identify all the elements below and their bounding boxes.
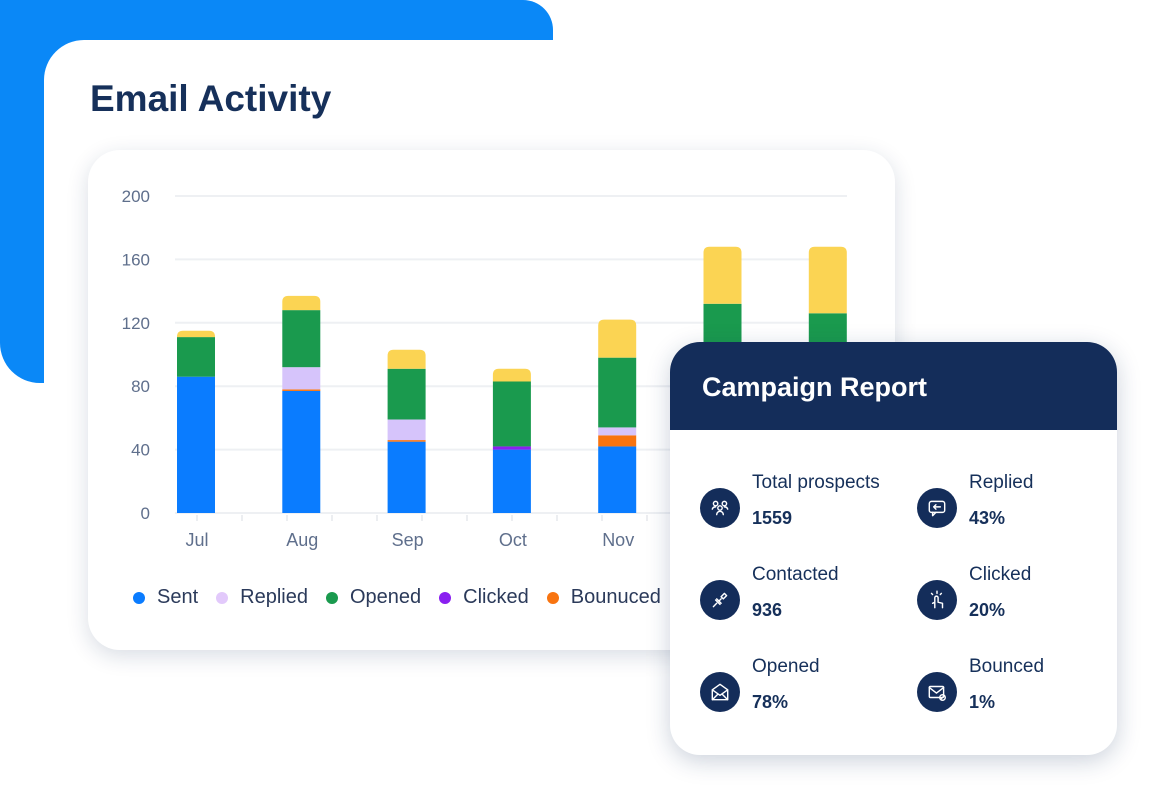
stat-value: 43% — [969, 508, 1006, 528]
stat-clicked: Clicked 20% — [917, 564, 1031, 621]
users-icon — [700, 488, 740, 528]
stat-label: Clicked — [969, 564, 1032, 585]
envelope-blocked-icon — [917, 672, 957, 712]
bar-segment-clicked — [492, 446, 531, 450]
stat-bounced: Bounced 1% — [917, 656, 1044, 713]
stat-value: 20% — [969, 600, 1006, 620]
x-tick-label: Oct — [499, 530, 527, 550]
y-tick-label: 120 — [122, 314, 150, 333]
bar-segment-opened — [387, 368, 426, 420]
pointer-hand-icon — [917, 580, 957, 620]
bar-segment-top — [177, 330, 215, 338]
stat-value: 1% — [969, 692, 996, 712]
y-tick-label: 0 — [141, 504, 150, 523]
bar-segment-opened — [598, 357, 637, 428]
bar-segment-bounuced — [282, 389, 321, 391]
chart-legend: Sent Replied Opened Clicked Bounuced — [133, 586, 661, 609]
legend-clicked: Clicked — [439, 586, 529, 609]
bar-segment-top — [492, 368, 531, 382]
stat-label: Replied — [969, 472, 1034, 493]
bar-segment-sent — [492, 449, 531, 513]
legend-replied: Replied — [216, 586, 308, 609]
bar-segment-bounuced — [387, 440, 426, 442]
legend-dot — [546, 591, 559, 604]
reply-chat-icon — [917, 488, 957, 528]
stat-value: 78% — [752, 692, 789, 712]
bar-segment-replied — [387, 419, 426, 441]
legend-dot — [216, 591, 229, 604]
x-tick-label: Sep — [392, 530, 424, 550]
stat-label: Opened — [752, 656, 820, 677]
legend-label: Opened — [349, 586, 422, 608]
legend-dot — [325, 591, 338, 604]
x-tick-label: Aug — [286, 530, 318, 550]
stat-replied: Replied 43% — [917, 472, 1033, 529]
bar-segment-sent — [387, 441, 426, 513]
campaign-report-title: Campaign Report — [670, 342, 1117, 430]
bar-segment-top — [703, 246, 742, 304]
stat-value: 936 — [752, 600, 783, 620]
bar-segment-replied — [282, 367, 321, 390]
legend-sent: Sent — [133, 586, 198, 609]
stat-value: 1559 — [752, 508, 793, 528]
legend-dot — [439, 591, 452, 604]
legend-label: Replied — [240, 586, 308, 608]
legend-label: Clicked — [463, 586, 529, 608]
stat-label: Total prospects — [752, 472, 880, 493]
stat-label: Bounced — [969, 656, 1045, 677]
envelope-open-icon — [700, 672, 740, 712]
stat-total-prospects: Total prospects 1559 — [700, 472, 880, 529]
bar-segment-sent — [282, 390, 321, 513]
bar-segment-top — [387, 349, 426, 369]
stat-label: Contacted — [752, 564, 839, 585]
y-tick-label: 40 — [131, 441, 150, 460]
bar-segment-opened — [492, 381, 531, 447]
bar-segment-opened — [282, 310, 321, 368]
y-tick-label: 160 — [122, 250, 150, 269]
x-tick-label: Nov — [602, 530, 634, 550]
legend-label: Bounuced — [570, 586, 661, 608]
stat-contacted: Contacted 936 — [700, 564, 839, 621]
plug-icon — [700, 580, 740, 620]
bar-segment-sent — [598, 446, 637, 513]
bar-segment-sent — [177, 376, 215, 513]
legend-label: Sent — [157, 586, 199, 608]
legend-bounced: Bounuced — [546, 586, 661, 609]
campaign-report-card: Campaign Report Total prospects 1559 Rep… — [670, 342, 1117, 755]
bar-segment-opened — [177, 337, 215, 377]
bar-segment-bounuced — [598, 435, 637, 447]
bar-segment-replied — [598, 427, 637, 436]
y-tick-label: 80 — [131, 377, 150, 396]
legend-opened: Opened — [325, 586, 422, 609]
y-tick-label: 200 — [122, 187, 150, 206]
page-title: Email Activity — [90, 78, 332, 119]
bar-segment-top — [598, 319, 637, 358]
stat-opened: Opened 78% — [700, 656, 820, 713]
legend-dot — [133, 591, 145, 604]
x-tick-label: Jul — [185, 530, 208, 550]
bar-segment-top — [282, 295, 321, 311]
bar-segment-top — [808, 246, 847, 314]
